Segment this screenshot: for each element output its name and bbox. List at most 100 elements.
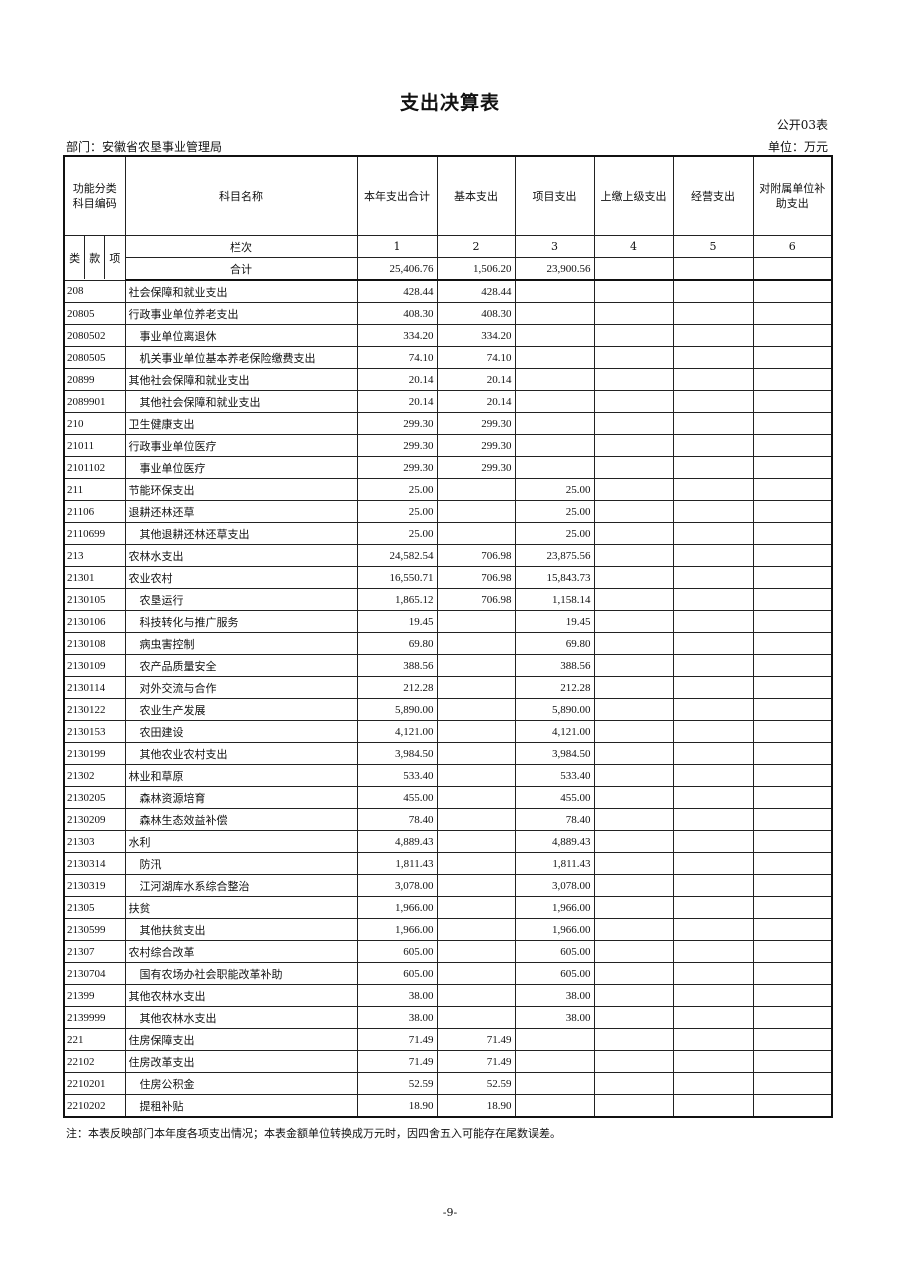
row-code: 213 — [63, 544, 126, 567]
row-code: 2130704 — [63, 962, 126, 985]
row-value — [672, 279, 754, 303]
page-number: -9- — [442, 1206, 458, 1219]
table-row: 21303 水利 4,889.43 4,889.43 — [63, 830, 833, 853]
table-row: 210 卫生健康支出 299.30 299.30 — [63, 412, 833, 435]
row-value — [593, 1072, 674, 1095]
row-name: 防汛 — [124, 852, 358, 875]
row-value — [593, 764, 674, 787]
row-value: 71.49 — [356, 1028, 438, 1051]
row-name: 卫生健康支出 — [124, 412, 358, 435]
table-row: 2101102 事业单位医疗 299.30 299.30 — [63, 456, 833, 479]
row-value — [752, 698, 833, 721]
row-name: 节能环保支出 — [124, 478, 358, 501]
row-code: 21302 — [63, 764, 126, 787]
row-code: 211 — [63, 478, 126, 501]
row-code: 2130105 — [63, 588, 126, 611]
row-value — [593, 874, 674, 897]
row-code: 2080505 — [63, 346, 126, 369]
row-value — [672, 368, 754, 391]
row-value: 69.80 — [514, 632, 595, 655]
row-value — [436, 1006, 516, 1029]
row-code: 21011 — [63, 434, 126, 457]
row-value: 52.59 — [436, 1072, 516, 1095]
total-label: 合计 — [124, 257, 358, 281]
row-name: 江河湖库水系综合整治 — [124, 874, 358, 897]
row-value — [672, 390, 754, 413]
row-value: 1,966.00 — [514, 918, 595, 941]
row-value — [593, 808, 674, 831]
row-value — [672, 742, 754, 765]
row-value: 20.14 — [356, 368, 438, 391]
row-value: 5,890.00 — [514, 698, 595, 721]
row-value — [752, 720, 833, 743]
row-value — [593, 1094, 674, 1118]
row-code: 20899 — [63, 368, 126, 391]
total-value: 23,900.56 — [514, 257, 595, 281]
row-name: 退耕还林还草 — [124, 500, 358, 523]
row-value — [593, 279, 674, 303]
table-row: 2130153 农田建设 4,121.00 4,121.00 — [63, 720, 833, 743]
row-value — [514, 1050, 595, 1073]
row-value — [672, 324, 754, 347]
row-value: 706.98 — [436, 588, 516, 611]
table-row: 2130114 对外交流与合作 212.28 212.28 — [63, 676, 833, 699]
row-value — [436, 764, 516, 787]
row-value — [593, 786, 674, 809]
sub-lei: 类 — [65, 236, 86, 280]
row-value — [436, 500, 516, 523]
row-value — [514, 1028, 595, 1051]
row-value — [672, 456, 754, 479]
row-value — [514, 346, 595, 369]
row-value: 20.14 — [356, 390, 438, 413]
row-value: 25.00 — [356, 478, 438, 501]
row-value — [672, 588, 754, 611]
header-col-6: 对附属单位补助支出 — [752, 155, 833, 236]
table-row: 2210202 提租补贴 18.90 18.90 — [63, 1094, 833, 1118]
row-value — [436, 962, 516, 985]
row-value — [436, 676, 516, 699]
row-name: 其他退耕还林还草支出 — [124, 522, 358, 545]
row-code: 2130109 — [63, 654, 126, 677]
row-value — [672, 302, 754, 325]
row-value — [514, 434, 595, 457]
row-value — [752, 984, 833, 1007]
row-value — [436, 786, 516, 809]
row-value: 3,984.50 — [514, 742, 595, 765]
header-row: 功能分类科目编码 科目名称 本年支出合计 基本支出 项目支出 上缴上级支出 经营… — [63, 155, 833, 236]
row-value: 18.90 — [356, 1094, 438, 1118]
row-value: 3,078.00 — [514, 874, 595, 897]
row-value — [752, 1006, 833, 1029]
row-value — [436, 918, 516, 941]
row-value: 20.14 — [436, 390, 516, 413]
row-value — [672, 346, 754, 369]
total-value: 1,506.20 — [436, 257, 516, 281]
row-value — [672, 412, 754, 435]
row-value — [672, 1072, 754, 1095]
row-name: 国有农场办社会职能改革补助 — [124, 962, 358, 985]
row-value — [752, 368, 833, 391]
row-value — [593, 610, 674, 633]
row-name: 农村综合改革 — [124, 940, 358, 963]
row-value — [752, 632, 833, 655]
row-value: 38.00 — [514, 984, 595, 1007]
row-code: 22102 — [63, 1050, 126, 1073]
row-name: 科技转化与推广服务 — [124, 610, 358, 633]
total-value — [672, 257, 754, 281]
row-value — [752, 852, 833, 875]
row-value — [672, 1050, 754, 1073]
row-code: 2130314 — [63, 852, 126, 875]
table-row: 2080505 机关事业单位基本养老保险缴费支出 74.10 74.10 — [63, 346, 833, 369]
row-name: 事业单位离退休 — [124, 324, 358, 347]
table-row: 21399 其他农林水支出 38.00 38.00 — [63, 984, 833, 1007]
row-value — [752, 896, 833, 919]
row-value: 71.49 — [436, 1050, 516, 1073]
table-row: 21302 林业和草原 533.40 533.40 — [63, 764, 833, 787]
row-name: 住房保障支出 — [124, 1028, 358, 1051]
column-index: 3 — [514, 235, 595, 258]
row-value — [672, 764, 754, 787]
row-value — [672, 896, 754, 919]
row-value — [514, 412, 595, 435]
column-index: 4 — [593, 235, 674, 258]
row-code: 2130106 — [63, 610, 126, 633]
row-value — [752, 1028, 833, 1051]
